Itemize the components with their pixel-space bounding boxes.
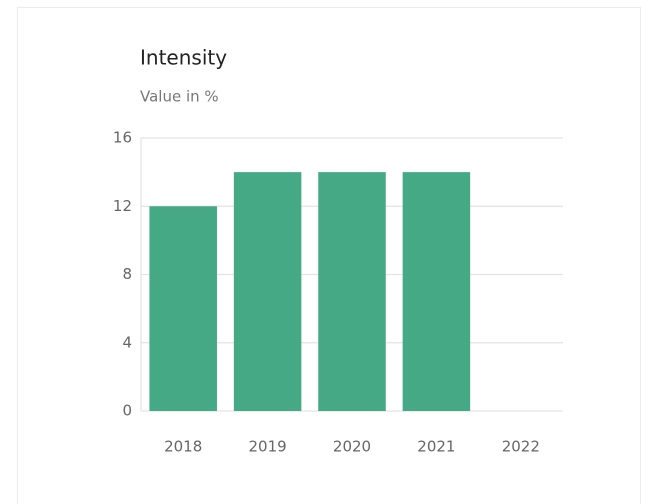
y-tick-label: 16	[113, 129, 132, 147]
x-tick-label: 2021	[417, 438, 455, 456]
bar	[318, 172, 386, 411]
y-tick-label: 12	[113, 197, 132, 215]
y-tick-label: 8	[122, 265, 132, 283]
bar	[233, 172, 302, 411]
chart-title: Intensity	[140, 46, 227, 70]
x-tick-label: 2020	[333, 438, 371, 456]
x-tick-label: 2022	[502, 438, 540, 456]
bar	[402, 172, 471, 411]
chart-subtitle: Value in %	[140, 88, 219, 106]
y-tick-label: 4	[122, 333, 132, 351]
x-tick-label: 2019	[249, 438, 287, 456]
bar	[149, 206, 217, 411]
x-tick-label: 2018	[164, 438, 202, 456]
y-tick-label: 0	[122, 402, 132, 420]
